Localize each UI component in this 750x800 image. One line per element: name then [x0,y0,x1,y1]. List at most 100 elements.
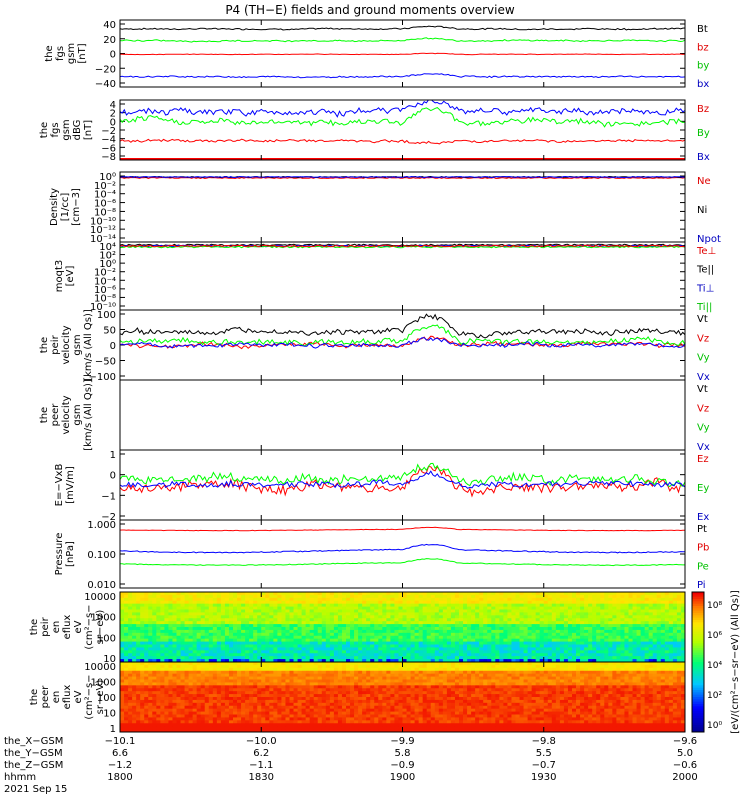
colorbar-cell [692,718,704,721]
y-tick-label: 1.000 [87,520,116,531]
colorbar-cell [692,669,704,672]
colorbar-cell [692,673,704,677]
x-axis-value: 1800 [107,772,132,783]
y-tick-label: 10⁻⁴ [94,190,116,201]
x-axis-value: −1.2 [108,760,132,771]
y-tick-label: −4 [101,135,116,146]
y-axis-label: velocity [61,325,72,364]
y-axis-label: [nT] [77,43,88,63]
colorbar-cell [692,613,704,616]
colorbar-cell [692,676,704,679]
legend-entry: Ti⊥ [696,283,714,294]
series-line-Bt [120,25,685,31]
x-axis-value: −1.1 [249,760,273,771]
y-axis-label: the [39,337,50,353]
colorbar-cell [692,701,704,705]
series-line-Vt [120,313,685,339]
x-axis-value: −0.7 [532,760,556,771]
y-tick-label: 2 [110,109,116,120]
series-line-Bx [120,100,685,118]
colorbar-cell [692,622,704,626]
colorbar-cell [692,615,704,619]
colorbar-cell [692,641,704,644]
y-tick-label: 100 [97,310,116,321]
colorbar-cell [692,683,704,686]
legend-entry: By [697,128,710,139]
y-axis-label: [cm−3] [71,188,82,226]
x-axis-value: −10.1 [105,736,136,747]
y-tick-label: −40 [95,79,116,90]
colorbar-cell [692,606,704,609]
colorbar-tick-label: 10⁴ [707,661,722,671]
x-axis-value: −9.9 [390,736,414,747]
y-axis-label: velocity [61,395,72,434]
y-axis-label: the [29,689,40,705]
series-line [120,245,685,249]
colorbar-cell [692,706,704,710]
y-axis-label: [nPa] [65,541,76,567]
y-axis-label: gsm [72,334,83,355]
legend-entry: Vz [697,333,709,344]
panel-fgs_gse: the fgs gsm dBG [nT] 420−2−4−6−8 Bz By Bx [39,99,710,163]
colorbar-cell [692,599,704,602]
x-axis-value: −9.8 [532,736,556,747]
y-tick-label: 10⁻⁸ [94,293,116,304]
colorbar-cell [692,685,704,689]
y-axis-label: peir [40,616,51,636]
panel-density: Density [1/cc] [cm−3]10⁰10⁻²10⁻⁴10⁻⁶10⁻⁸10… [49,171,721,245]
series-line [120,543,685,554]
x-axis-value: 6.6 [112,748,128,759]
y-axis-label: E=−VxB [54,464,65,507]
y-axis-label: [km/s (All Qs)] [83,309,94,381]
series-line-Bz [120,138,685,145]
y-tick-label: 50 [103,326,116,337]
legend-entry: Ey [697,483,709,494]
colorbar-tick-label: 10⁶ [707,631,722,641]
y-axis-label: [mV/m] [65,466,76,504]
x-axis-row-label: the_Y−GSM [4,748,63,759]
series-line [120,176,685,180]
plot-area [120,100,685,160]
x-axis-value: 1830 [249,772,274,783]
y-tick-label: −6 [101,143,116,154]
colorbar-cell [692,722,704,726]
colorbar: 10⁸ 10⁶ 10⁴ 10² 10⁰ [eV/(cm²−s−sr−eV) (All Qs… [691,590,741,734]
colorbar-cell [692,715,704,719]
y-tick-label: 1 [110,450,116,461]
colorbar-frame [691,591,705,733]
y-tick-label: 10⁻² [94,268,116,279]
y-tick-label: 10000 [84,592,116,603]
panel-peir_velocity: the peir velocity gsm [km/s (All Qs)] 100 50 0 −… [39,309,710,383]
y-tick-label: 10⁻¹⁴ [90,234,116,245]
legend-entry: Pt [697,524,707,535]
colorbar-cell [692,620,704,623]
colorbar-tick-label: 10⁸ [707,601,722,611]
panel-frame [119,171,686,243]
colorbar-cell [692,704,704,707]
legend-entry: Bz [697,104,709,115]
colorbar-cell [692,636,704,640]
y-tick-label: 10⁻² [94,181,116,192]
legend-entry: Ez [697,454,709,465]
colorbar-cell [692,713,704,717]
legend-entry: Vz [697,403,709,414]
legend-entry: bz [697,42,709,53]
figure-title: P4 (TH−E) fields and ground moments over… [225,3,515,17]
series-line [120,526,685,532]
colorbar-tick-label: 10² [707,691,722,701]
colorbar-cell [692,687,704,691]
series-line-bx [120,73,685,79]
colorbar-cell [692,608,704,612]
x-axis-row-label: the_Z−GSM [4,760,63,771]
y-axis-label: eflux [62,685,73,710]
series-line-bz [120,52,685,56]
y-tick-label: 1 [110,724,116,735]
y-tick-label: 0.010 [87,580,116,591]
y-tick-label: −2 [101,512,116,523]
colorbar-cell [692,601,704,605]
colorbar-cell [692,617,704,621]
legend-entry: Npot [697,234,721,245]
y-tick-label: −20 [95,64,116,75]
colorbar-cell [692,643,704,647]
y-axis-label: (cm²−s− [84,604,95,649]
